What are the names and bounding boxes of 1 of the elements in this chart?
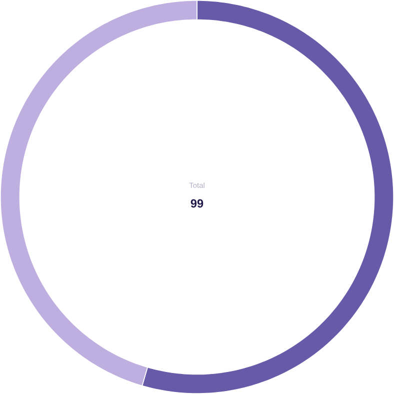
text: 99	[190, 199, 204, 208]
